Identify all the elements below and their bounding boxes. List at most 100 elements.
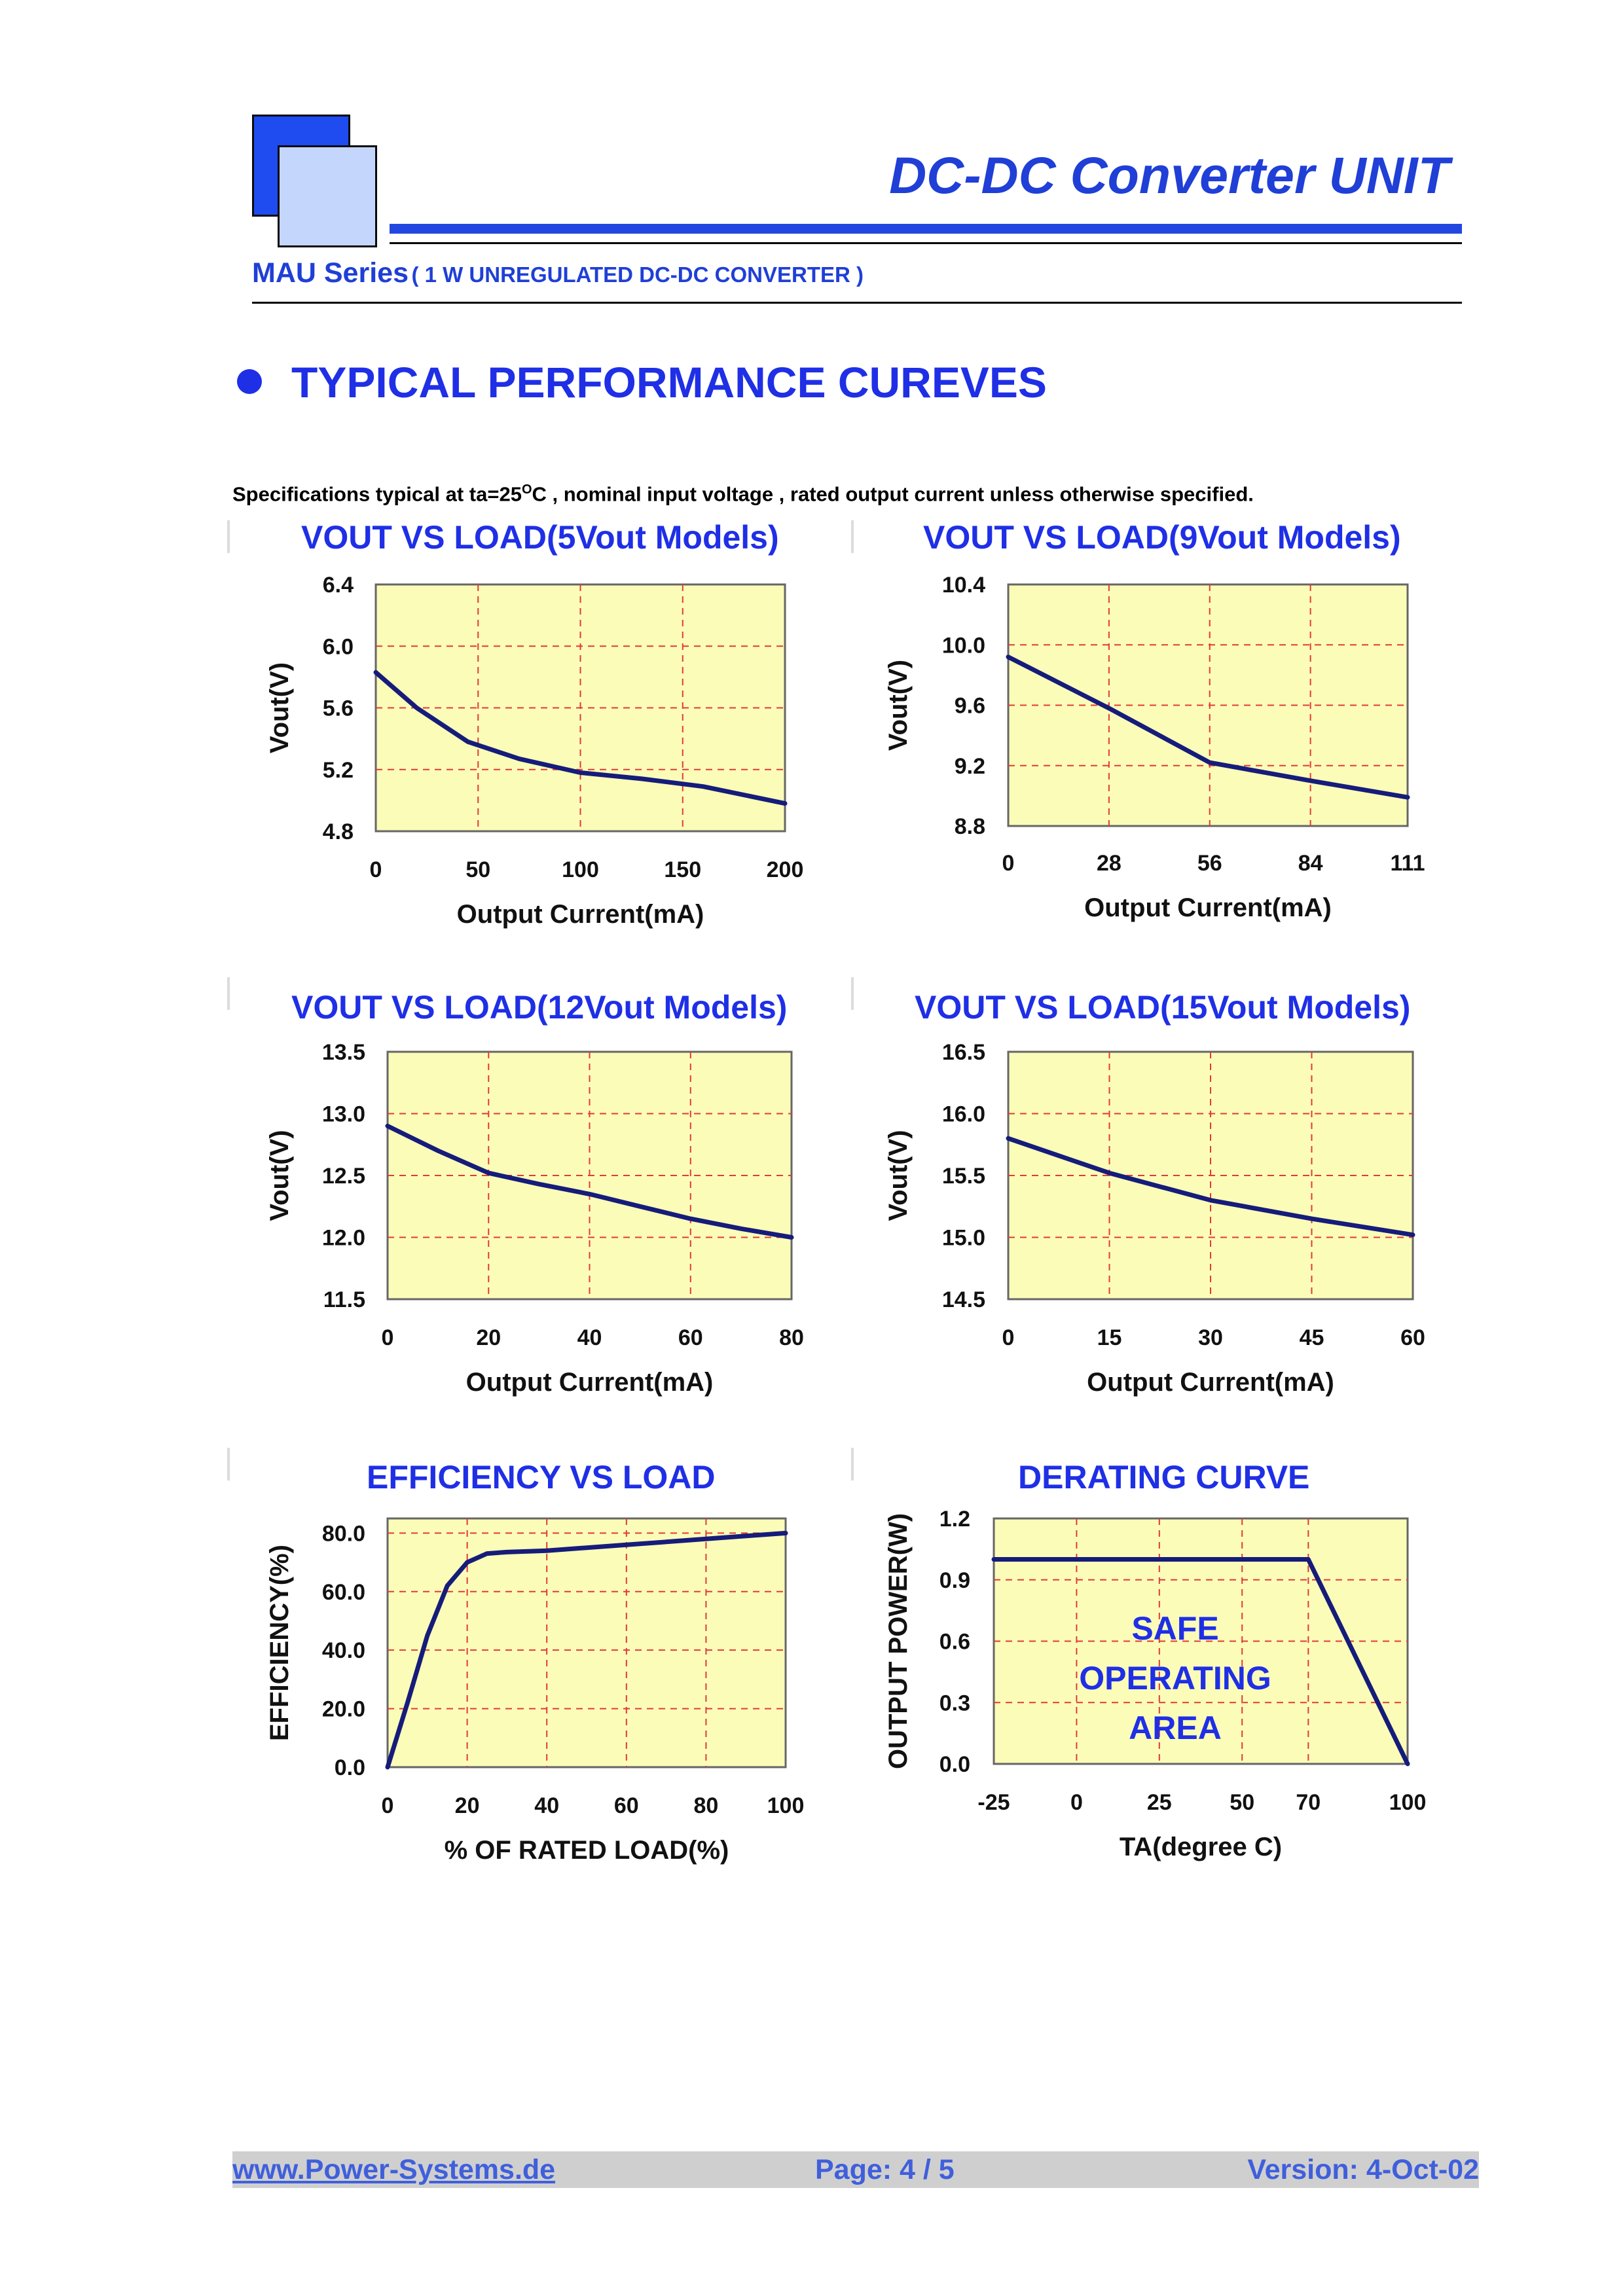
chart-vout5-xaxis-label: Output Current(mA) xyxy=(457,900,704,929)
chart-vout12-xtick-label: 80 xyxy=(779,1325,804,1350)
chart-vout15-ytick-label: 16.5 xyxy=(942,1040,985,1065)
header-rule xyxy=(390,242,1462,244)
chart-derate-xaxis-label: TA(degree C) xyxy=(1120,1833,1282,1861)
chart-derate-yaxis-label: OUTPUT POWER(W) xyxy=(884,1513,913,1769)
chart-separator xyxy=(227,520,230,553)
chart-vout9-xtick-label: 56 xyxy=(1197,851,1222,876)
specifications-note: Specifications typical at ta=25OC , nomi… xyxy=(232,482,1254,506)
chart-vout5-xtick-label: 150 xyxy=(664,857,701,882)
chart-derate-ytick-label: 1.2 xyxy=(939,1507,970,1532)
chart-derate-annotation-text: AREA xyxy=(1129,1710,1222,1746)
chart-vout5-yaxis-label: Vout(V) xyxy=(265,662,294,753)
chart-title-efficiency: EFFICIENCY VS LOAD xyxy=(367,1459,716,1496)
chart-vout5-xtick-label: 50 xyxy=(465,857,490,882)
chart-eff-xtick-label: 80 xyxy=(693,1793,718,1818)
footer-bar xyxy=(232,2151,1479,2188)
chart-vout9-ytick-label: 8.8 xyxy=(955,814,985,839)
chart-vout5-xtick-label: 200 xyxy=(767,857,804,882)
chart-derate-xtick-label: 100 xyxy=(1389,1790,1427,1815)
chart-vout12-ytick-label: 12.5 xyxy=(322,1164,365,1189)
chart-derate-ytick-label: 0.9 xyxy=(939,1568,970,1593)
chart-eff-xaxis-label: % OF RATED LOAD(%) xyxy=(445,1836,729,1865)
chart-vout5-ytick-label: 5.6 xyxy=(323,696,354,721)
chart-vout9-xaxis-label: Output Current(mA) xyxy=(1084,893,1332,922)
chart-derate-series-line xyxy=(991,1557,1410,1767)
chart-eff-xtick-label: 100 xyxy=(767,1793,805,1818)
chart-eff-yaxis-label: EFFICIENCY(%) xyxy=(265,1545,294,1741)
chart-vout12-ytick-label: 12.0 xyxy=(322,1226,365,1251)
header-title: DC-DC Converter UNIT xyxy=(889,146,1450,204)
chart-vout12-ytick-label: 13.0 xyxy=(322,1102,365,1127)
chart-derate-xtick-label: 0 xyxy=(1070,1790,1083,1815)
specs-text-end: C , nominal input voltage , rated output… xyxy=(532,482,1254,506)
chart-vout15-ytick-label: 14.5 xyxy=(942,1287,985,1312)
chart-eff-xtick-label: 60 xyxy=(614,1793,639,1818)
chart-vout15-xtick-label: 15 xyxy=(1097,1325,1122,1350)
chart-title-vout9: VOUT VS LOAD(9Vout Models) xyxy=(923,519,1401,556)
chart-vout12-xtick-label: 40 xyxy=(577,1325,602,1350)
chart-eff-plot-area xyxy=(386,1517,787,1768)
chart-vout12-ytick-label: 13.5 xyxy=(322,1040,365,1065)
chart-derate-annotation-text: OPERATING xyxy=(1079,1660,1271,1696)
chart-vout15-yaxis-label: Vout(V) xyxy=(884,1130,913,1221)
chart-vout15-xtick-label: 60 xyxy=(1400,1325,1425,1350)
chart-vout9-xtick-label: 28 xyxy=(1097,851,1122,876)
specs-degree-sup: O xyxy=(521,482,532,497)
chart-vout9-xtick-label: 111 xyxy=(1391,851,1425,876)
chart-vout12-xtick-label: 60 xyxy=(678,1325,703,1350)
chart-eff-ytick-label: 20.0 xyxy=(322,1697,365,1722)
chart-derate-ytick-label: 0.0 xyxy=(939,1752,970,1777)
chart-title-derating: DERATING CURVE xyxy=(1018,1459,1310,1496)
footer-version: Version: 4-Oct-02 xyxy=(1247,2154,1479,2185)
series-line: MAU Series ( 1 W UNREGULATED DC-DC CONVE… xyxy=(252,257,864,289)
chart-eff-xtick-label: 20 xyxy=(455,1793,480,1818)
chart-vout15-series-line xyxy=(1006,1136,1415,1238)
chart-separator xyxy=(227,977,230,1010)
chart-vout12-series-line xyxy=(385,1123,794,1240)
footer-page-number: Page: 4 / 5 xyxy=(815,2154,955,2185)
chart-vout9-ytick-label: 9.6 xyxy=(955,694,985,719)
chart-derate-xtick-label: 70 xyxy=(1296,1790,1321,1815)
chart-vout9-ytick-label: 10.0 xyxy=(942,633,985,658)
chart-vout9-xtick-label: 84 xyxy=(1298,851,1323,876)
series-description: ( 1 W UNREGULATED DC-DC CONVERTER ) xyxy=(411,262,864,287)
chart-separator xyxy=(851,1448,854,1480)
chart-separator xyxy=(851,520,854,553)
chart-vout15-ytick-label: 15.0 xyxy=(942,1226,985,1251)
footer-website-link[interactable]: www.Power-Systems.de xyxy=(232,2154,556,2185)
chart-vout15-xtick-label: 30 xyxy=(1198,1325,1223,1350)
bullet-icon xyxy=(237,369,262,394)
chart-vout12-ytick-label: 11.5 xyxy=(323,1287,365,1312)
chart-title-vout12: VOUT VS LOAD(12Vout Models) xyxy=(291,989,788,1026)
chart-eff-ytick-label: 80.0 xyxy=(322,1521,365,1546)
chart-vout5-series-line xyxy=(373,670,788,806)
chart-vout15-ytick-label: 15.5 xyxy=(942,1164,985,1189)
chart-vout15-xtick-label: 45 xyxy=(1300,1325,1324,1350)
chart-separator xyxy=(851,977,854,1010)
chart-derate-ytick-label: 0.3 xyxy=(939,1691,970,1715)
chart-vout9-xtick-label: 0 xyxy=(1002,851,1015,876)
chart-vout9-ytick-label: 9.2 xyxy=(955,754,985,779)
chart-vout9-series-line xyxy=(1006,655,1410,800)
chart-eff-ytick-label: 60.0 xyxy=(322,1580,365,1605)
chart-derate-annotation-text: SAFE xyxy=(1131,1610,1218,1647)
chart-vout9-ytick-label: 10.4 xyxy=(942,573,985,598)
series-name: MAU Series xyxy=(252,257,409,289)
chart-title-vout15: VOUT VS LOAD(15Vout Models) xyxy=(915,989,1411,1026)
chart-vout9-yaxis-label: Vout(V) xyxy=(884,660,913,751)
chart-eff-ytick-label: 40.0 xyxy=(322,1638,365,1663)
chart-vout5-ytick-label: 4.8 xyxy=(323,819,354,844)
chart-vout15-ytick-label: 16.0 xyxy=(942,1102,985,1127)
chart-separator xyxy=(227,1448,230,1480)
divider xyxy=(252,302,1462,304)
chart-derate-ytick-label: 0.6 xyxy=(939,1630,970,1655)
chart-title-vout5: VOUT VS LOAD(5Vout Models) xyxy=(301,519,779,556)
chart-vout5-ytick-label: 6.4 xyxy=(323,573,354,598)
chart-eff-ytick-label: 0.0 xyxy=(335,1755,365,1780)
specs-text-start: Specifications typical at ta=25 xyxy=(232,482,522,506)
chart-derate-xtick-label: -25 xyxy=(977,1790,1010,1815)
chart-vout5-ytick-label: 5.2 xyxy=(323,758,354,783)
chart-vout12-yaxis-label: Vout(V) xyxy=(265,1130,294,1221)
chart-vout12-xtick-label: 20 xyxy=(476,1325,501,1350)
header-accent-bar xyxy=(390,224,1462,234)
